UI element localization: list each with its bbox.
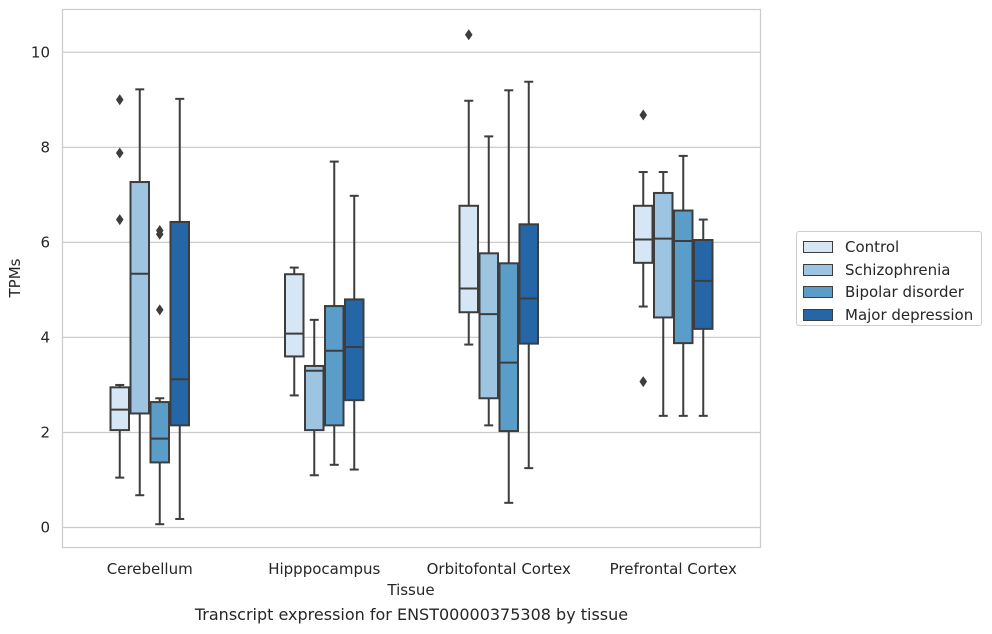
box-1-2 xyxy=(324,160,345,466)
box-body xyxy=(498,262,519,433)
box-body xyxy=(478,252,499,400)
legend-label: Major depression xyxy=(845,305,974,324)
legend-label: Bipolar disorder xyxy=(845,283,964,302)
box-1-0 xyxy=(284,266,305,397)
x-tick-label-3: Prefrontal Cortex xyxy=(610,560,737,578)
legend-item: Bipolar disorder xyxy=(803,281,975,304)
y-tick-label-8: 8 xyxy=(40,138,50,156)
y-tick-labels: 0 2 4 6 8 10 xyxy=(31,43,50,536)
outlier-point-2 xyxy=(115,214,124,226)
legend: Control Schizophrenia Bipolar disorder Majo… xyxy=(796,231,982,326)
outlier-point-1 xyxy=(115,147,124,159)
plot-area-frame xyxy=(61,8,762,549)
box-1-1 xyxy=(304,318,325,477)
legend-swatch xyxy=(803,286,833,299)
outlier-point-1 xyxy=(155,228,164,240)
box-body xyxy=(344,298,365,402)
y-axis-label: TPMs xyxy=(6,258,24,298)
outlier-point-1 xyxy=(639,376,648,388)
outlier-point-0 xyxy=(639,109,648,121)
box-body xyxy=(518,223,539,345)
box-body xyxy=(149,401,170,464)
y-tick-label-0: 0 xyxy=(40,519,50,537)
y-tick-label-4: 4 xyxy=(40,328,50,346)
x-tick-labels: Cerebellum Hipppocampus Orbitofontal Corte… xyxy=(107,560,737,578)
legend-swatch xyxy=(803,241,833,254)
legend-item: Major depression xyxy=(803,304,975,327)
box-3-2 xyxy=(673,154,694,417)
box-body xyxy=(693,239,714,330)
box-body xyxy=(653,191,674,319)
box-2-1 xyxy=(478,135,499,427)
box-body xyxy=(304,364,325,432)
box-0-1 xyxy=(129,88,150,497)
x-tick-label-1: Hipppocampus xyxy=(268,560,380,578)
legend-item: Control xyxy=(803,236,975,259)
y-tick-label-10: 10 xyxy=(31,43,50,61)
legend-item: Schizophrenia xyxy=(803,259,975,282)
y-tick-label-6: 6 xyxy=(40,233,50,251)
box-3-3 xyxy=(693,218,714,417)
figure-caption: Transcript expression for ENST0000037530… xyxy=(194,605,629,624)
box-2-0 xyxy=(458,29,479,346)
box-2-3 xyxy=(518,80,539,470)
box-0-2 xyxy=(149,224,170,526)
outlier-point-0 xyxy=(464,29,473,41)
legend-label: Control xyxy=(845,238,900,257)
box-0-0 xyxy=(109,94,130,479)
box-body xyxy=(324,305,345,427)
x-tick-label-2: Orbitofontal Cortex xyxy=(427,560,571,578)
y-tick-label-2: 2 xyxy=(40,423,50,441)
box-body xyxy=(284,273,305,358)
x-tick-label-0: Cerebellum xyxy=(107,560,193,578)
box-body xyxy=(673,209,694,345)
box-3-1 xyxy=(653,171,674,417)
box-3-0 xyxy=(633,109,654,388)
legend-swatch xyxy=(803,263,833,276)
outlier-point-2 xyxy=(155,304,164,316)
x-axis-label: Tissue xyxy=(386,581,434,599)
box-body xyxy=(458,204,479,314)
legend-swatch xyxy=(803,308,833,321)
box-1-3 xyxy=(344,194,365,471)
box-body xyxy=(129,181,150,415)
outlier-point-0 xyxy=(115,94,124,106)
legend-label: Schizophrenia xyxy=(845,260,951,279)
box-body xyxy=(633,204,654,264)
box-groups xyxy=(109,29,714,526)
box-0-3 xyxy=(169,97,190,520)
box-body xyxy=(169,220,190,427)
box-2-2 xyxy=(498,89,519,504)
